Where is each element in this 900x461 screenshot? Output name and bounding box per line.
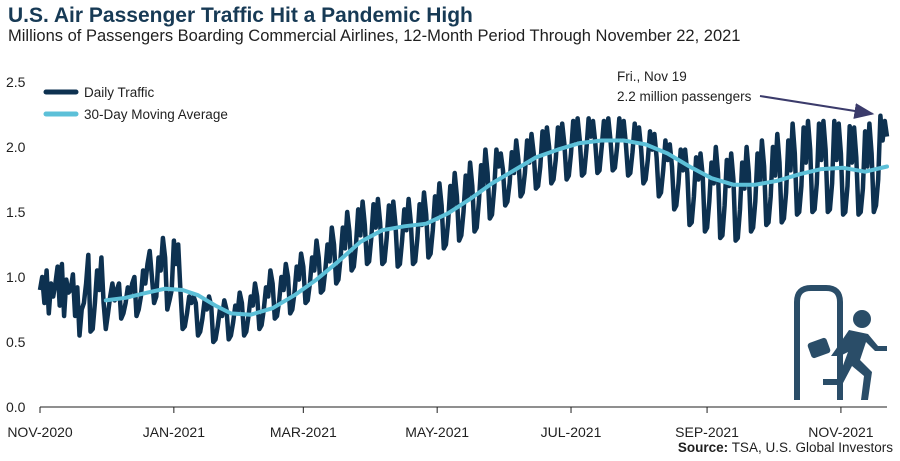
x-tick-label: SEP-2021: [675, 424, 739, 440]
annotation-value: 2.2 million passengers: [617, 89, 752, 104]
legend-label-daily-traffic: Daily Traffic: [84, 85, 155, 100]
y-tick-label: 1.0: [6, 269, 26, 285]
y-tick-label: 2.5: [6, 74, 26, 90]
series-group: [37, 113, 890, 345]
x-tick-label: MAR-2021: [270, 424, 337, 440]
y-tick-label: 0.0: [6, 399, 26, 415]
x-axis-ticks: NOV-2020 JAN-2021 MAR-2021 MAY-2021 JUL-2021…: [7, 407, 874, 440]
x-tick-label: MAY-2021: [405, 424, 469, 440]
y-tick-label: 1.5: [6, 204, 26, 220]
series-line-daily-traffic: [37, 113, 890, 345]
source-note: Source: TSA, U.S. Global Investors: [678, 440, 893, 455]
y-tick-label: 0.5: [6, 334, 26, 350]
annotation-date: Fri., Nov 19: [617, 69, 687, 84]
series-line-moving-average: [103, 138, 889, 317]
annotation-arrow: [759, 95, 875, 119]
x-tick-label: JAN-2021: [143, 424, 205, 440]
x-tick-label: JUL-2021: [541, 424, 602, 440]
legend: Daily Traffic 30-Day Moving Average: [43, 85, 228, 122]
legend-label-moving-average: 30-Day Moving Average: [84, 107, 228, 122]
y-axis-ticks: 0.0 0.5 1.0 1.5 2.0 2.5: [6, 74, 26, 415]
chart-title: U.S. Air Passenger Traffic Hit a Pandemi…: [8, 4, 473, 27]
source-label: Source:: [677, 440, 729, 455]
source-text: TSA, U.S. Global Investors: [731, 440, 893, 455]
annotation: Fri., Nov 19 2.2 million passengers: [617, 69, 875, 119]
chart-subtitle: Millions of Passengers Boarding Commerci…: [8, 27, 741, 45]
x-tick-label: NOV-2020: [7, 424, 73, 440]
y-tick-label: 2.0: [6, 139, 26, 155]
x-tick-label: NOV-2021: [808, 424, 874, 440]
person-exiting-door-icon: [794, 285, 887, 400]
